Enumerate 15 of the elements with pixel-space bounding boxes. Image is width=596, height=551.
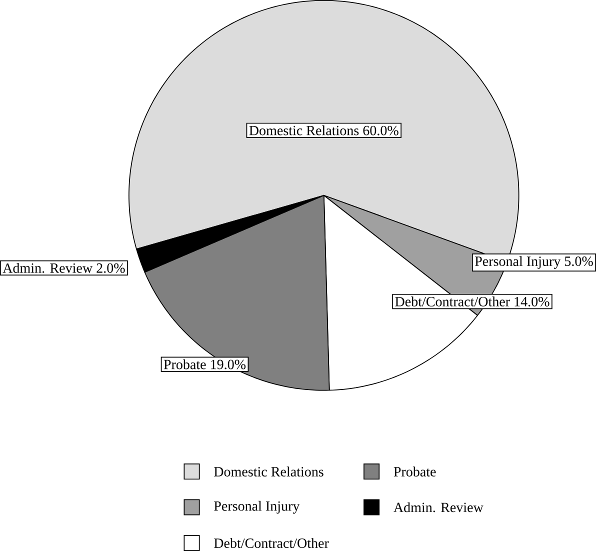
legend-label: Domestic Relations <box>214 466 324 476</box>
slice-label: Personal Injury <box>474 256 561 269</box>
data-label: 19.0% <box>211 360 246 370</box>
legend-label: Debt/Contract/Other <box>214 538 329 548</box>
slice-label: Debt/Contract/Other <box>395 296 510 306</box>
data-label: 2.0% <box>96 263 125 273</box>
slice-label: Admin. Review <box>2 262 93 273</box>
legend-label: Personal Injury <box>214 500 300 514</box>
slice-label: Probate <box>164 359 206 370</box>
data-label: 14.0% <box>514 296 550 306</box>
slice-label: Domestic Relations <box>249 125 359 136</box>
legend-label: Probate <box>394 466 436 476</box>
data-label: 5.0% <box>565 256 593 266</box>
data-label: 60.0% <box>363 126 398 136</box>
legend-label: Admin. Review <box>394 502 484 512</box>
